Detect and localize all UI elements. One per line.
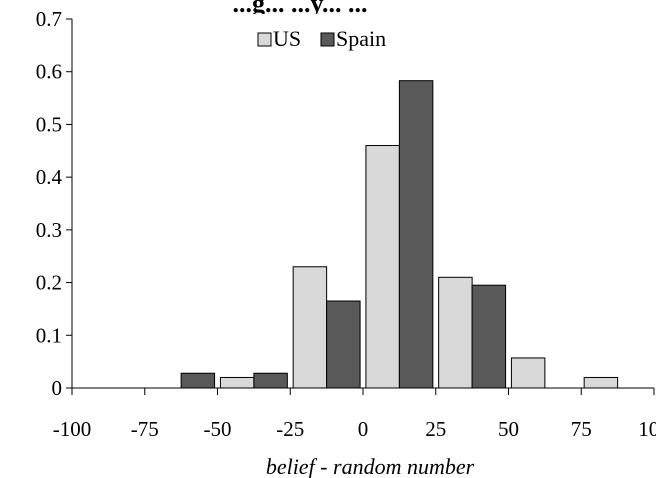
bar-spain-bin-3 xyxy=(326,300,361,389)
bars xyxy=(180,80,619,389)
legend-label-spain: Spain xyxy=(336,26,386,51)
x-tick-label: -25 xyxy=(276,417,304,441)
x-tick-label: 50 xyxy=(498,417,519,441)
bar-us-bin-2 xyxy=(219,376,255,389)
axes: 0 0.1 0.2 0.3 0.4 0.5 0.6 0.7 -100 -75 -50 -25 0 25 50… xyxy=(36,7,656,441)
x-tick-label: 75 xyxy=(571,417,592,441)
x-tick-label: 25 xyxy=(425,417,446,441)
bar-spain-bin-2 xyxy=(253,372,288,389)
x-tick-label: -75 xyxy=(131,417,159,441)
bar-us-bin-3 xyxy=(292,266,328,389)
bar-spain-bin-4 xyxy=(398,80,434,389)
legend-label-us: US xyxy=(273,26,301,51)
x-tick-label: 100 xyxy=(638,417,656,441)
legend-swatch-us xyxy=(257,32,272,47)
x-axis-title: belief - random number xyxy=(266,454,475,478)
y-tick-label: 0.1 xyxy=(36,323,62,347)
bar-us-bin-7 xyxy=(583,376,619,389)
legend: US Spain xyxy=(257,26,386,51)
bar-us-bin-6 xyxy=(510,357,546,389)
y-tick-label: 0.5 xyxy=(36,112,62,136)
y-tick-label: 0.2 xyxy=(36,271,62,295)
bar-us-bin-4 xyxy=(365,145,400,389)
chart-title: ...g... ...y... ... xyxy=(232,0,367,18)
y-tick-label: 0.3 xyxy=(36,218,62,242)
chart-title-area: ...g... ...y... ... xyxy=(232,0,367,18)
y-tick-label: 0.4 xyxy=(36,165,63,189)
x-tick-label: -100 xyxy=(53,417,92,441)
y-tick-label: 0 xyxy=(52,376,63,400)
bar-spain-bin-5 xyxy=(471,284,507,389)
bar-us-bin-5 xyxy=(438,276,473,389)
y-tick-label: 0.6 xyxy=(36,60,62,84)
x-tick-label: 0 xyxy=(358,417,369,441)
legend-swatch-spain xyxy=(320,32,335,47)
bar-spain-bin-1 xyxy=(180,372,216,389)
y-tick-label: 0.7 xyxy=(36,7,62,31)
x-tick-label: -50 xyxy=(204,417,232,441)
